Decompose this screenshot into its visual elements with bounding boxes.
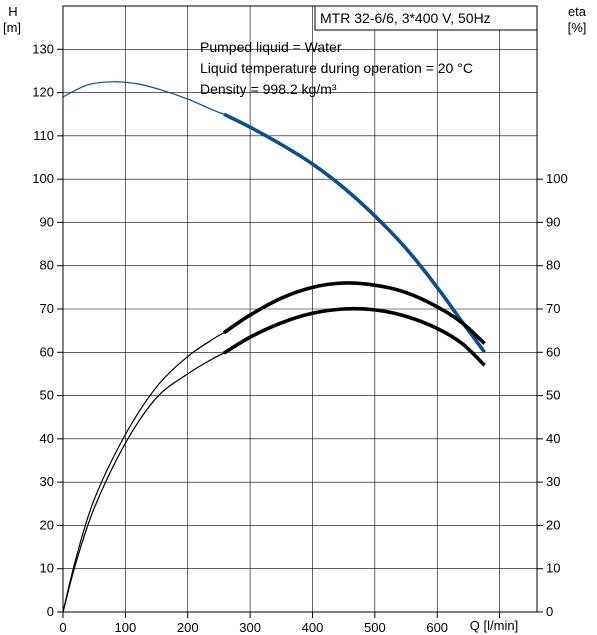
right-tick-label: 90 — [546, 214, 560, 229]
left-tick-label: 70 — [40, 301, 54, 316]
efficiency-lower-curve-thick — [222, 306, 486, 367]
left-tick-label: 0 — [47, 604, 54, 619]
annotation-density: Density = 998.2 kg/m³ — [200, 81, 337, 97]
left-tick-label: 100 — [32, 171, 54, 186]
head-curve-thick — [223, 112, 487, 354]
left-axis-unit: [m] — [3, 20, 21, 35]
left-tick-label: 110 — [33, 128, 54, 143]
annotation-liquid: Pumped liquid = Water — [200, 39, 342, 55]
series-layer — [62, 81, 487, 613]
left-axis-label: H — [8, 4, 17, 19]
title-box: MTR 32-6/6, 3*400 V, 50Hz — [314, 5, 538, 31]
right-tick-label: 10 — [546, 561, 560, 576]
right-axis-label: eta — [568, 4, 587, 19]
left-tick-label: 20 — [40, 517, 54, 532]
right-tick-label: 100 — [546, 171, 568, 186]
left-tick-label: 120 — [32, 85, 54, 100]
right-tick-label: 30 — [546, 474, 560, 489]
left-tick-label: 50 — [40, 388, 54, 403]
left-tick-label: 30 — [40, 474, 54, 489]
left-tick-label: 40 — [40, 431, 54, 446]
left-tick-label: 90 — [40, 214, 54, 229]
efficiency-upper-curve-thin — [62, 332, 225, 613]
x-tick-label: 300 — [239, 620, 261, 635]
tick-labels: 0 10 20 30 40 50 60 70 80 90 100 110 120 130 0 10 20 30 40… — [32, 41, 567, 635]
x-tick-label: 200 — [177, 620, 199, 635]
efficiency-lower-curve-thin — [62, 352, 225, 613]
x-tick-label: 400 — [302, 620, 324, 635]
x-axis-label: Q [l/min] — [470, 618, 518, 633]
left-tick-label: 130 — [32, 41, 54, 56]
tick-marks — [57, 48, 543, 618]
right-tick-label: 50 — [546, 388, 560, 403]
right-tick-label: 40 — [546, 431, 560, 446]
right-tick-label: 80 — [546, 258, 560, 273]
annotation-temperature: Liquid temperature during operation = 20… — [200, 60, 473, 76]
head-curve-thin — [62, 81, 225, 115]
efficiency-upper-curve-thick — [222, 281, 486, 345]
right-axis-unit: [%] — [568, 20, 587, 35]
right-tick-label: 0 — [546, 604, 553, 619]
right-tick-label: 60 — [546, 344, 560, 359]
x-tick-label: 500 — [364, 620, 386, 635]
grid — [63, 6, 537, 612]
left-tick-label: 60 — [40, 344, 54, 359]
right-tick-label: 20 — [546, 517, 560, 532]
x-tick-label: 0 — [59, 620, 66, 635]
x-tick-label: 600 — [426, 620, 448, 635]
right-tick-label: 70 — [546, 301, 560, 316]
x-tick-label: 100 — [115, 620, 137, 635]
left-tick-label: 10 — [40, 561, 54, 576]
chart-title: MTR 32-6/6, 3*400 V, 50Hz — [320, 10, 491, 26]
left-tick-label: 80 — [40, 258, 54, 273]
